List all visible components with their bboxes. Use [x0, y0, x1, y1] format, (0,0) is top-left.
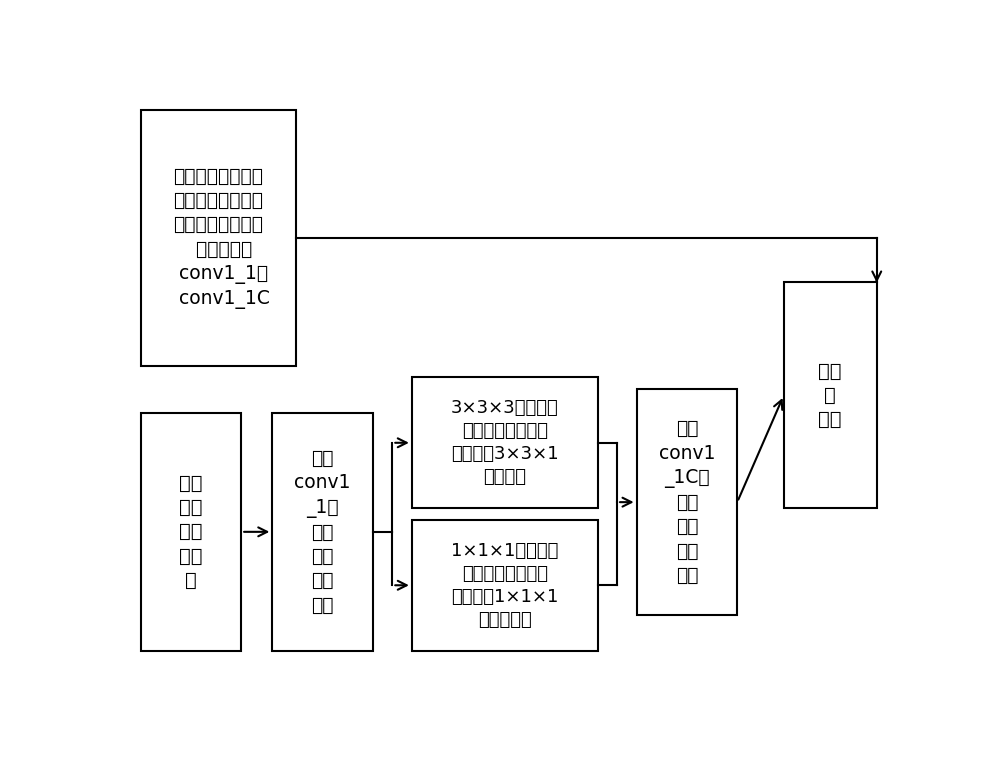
- Bar: [412, 378, 598, 508]
- Text: 测试
与
部署: 测试 与 部署: [818, 362, 842, 429]
- Bar: [140, 413, 241, 651]
- Text: 修改网络模型描述
文件中的数据输入
层描述，重命名第
  一个卷积层
  conv1_1为
  conv1_1C: 修改网络模型描述 文件中的数据输入 层描述，重命名第 一个卷积层 conv1_1…: [167, 167, 269, 309]
- Text: 读取
conv1
_1层
卷积
系数
与偏
置量: 读取 conv1 _1层 卷积 系数 与偏 置量: [294, 449, 351, 614]
- Text: 1×1×1卷积偏置
量按照公式计算，
形成新的1×1×1
卷积偏置量: 1×1×1卷积偏置 量按照公式计算， 形成新的1×1×1 卷积偏置量: [451, 542, 558, 628]
- Bar: [272, 413, 373, 651]
- Bar: [140, 110, 296, 365]
- Text: 3×3×3卷积系数
在通道维度叠加，
形成新的3×3×1
卷积系数: 3×3×3卷积系数 在通道维度叠加， 形成新的3×3×1 卷积系数: [451, 399, 559, 487]
- Bar: [412, 520, 598, 651]
- Text: 存入
conv1
_1C层
卷积
系数
与偏
置量: 存入 conv1 _1C层 卷积 系数 与偏 置量: [659, 419, 715, 585]
- Bar: [784, 282, 877, 508]
- Text: 读取
原网
络权
重文
件: 读取 原网 络权 重文 件: [179, 474, 203, 590]
- Bar: [637, 389, 737, 615]
